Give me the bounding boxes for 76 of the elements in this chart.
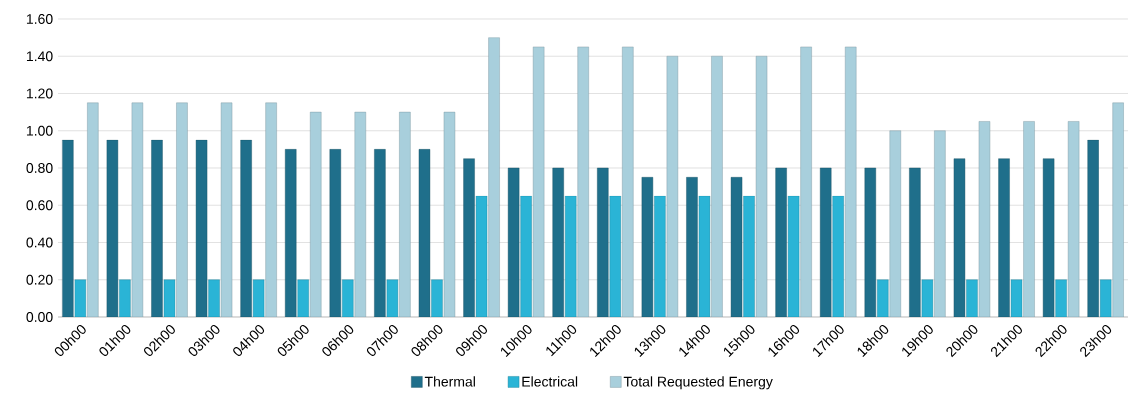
legend-label: Total Requested Energy bbox=[623, 376, 773, 390]
bar bbox=[176, 102, 188, 317]
bar bbox=[443, 111, 456, 317]
bar bbox=[775, 167, 787, 317]
bar bbox=[1112, 102, 1124, 317]
bar bbox=[698, 195, 711, 317]
y-tick-label: 0.20 bbox=[26, 274, 53, 285]
bar bbox=[431, 279, 443, 317]
bar bbox=[755, 56, 768, 317]
bar bbox=[62, 139, 74, 317]
bar bbox=[342, 279, 354, 317]
bar bbox=[845, 46, 857, 317]
bar bbox=[1087, 139, 1099, 317]
bar bbox=[966, 279, 978, 317]
bar bbox=[354, 111, 366, 317]
bar bbox=[909, 167, 921, 317]
bar bbox=[208, 279, 220, 317]
bar bbox=[220, 102, 233, 317]
bar bbox=[265, 102, 277, 317]
y-tick-label: 0.00 bbox=[26, 312, 53, 322]
bar bbox=[285, 149, 297, 317]
bar bbox=[1010, 279, 1023, 317]
bar bbox=[163, 279, 176, 317]
y-tick-label: 0.40 bbox=[26, 237, 53, 248]
bar bbox=[240, 139, 252, 317]
bar bbox=[119, 279, 131, 317]
bar bbox=[552, 167, 564, 317]
bar bbox=[686, 177, 698, 317]
bar bbox=[832, 195, 844, 317]
bar bbox=[463, 158, 475, 317]
y-tick-label: 0.80 bbox=[26, 163, 53, 173]
bar bbox=[622, 46, 634, 317]
bar bbox=[520, 195, 532, 317]
bar bbox=[374, 149, 386, 317]
y-tick-label: 1.00 bbox=[26, 125, 53, 136]
bar bbox=[877, 279, 889, 317]
bar bbox=[577, 46, 589, 317]
bar bbox=[87, 102, 99, 317]
bar bbox=[743, 195, 755, 317]
bar bbox=[864, 167, 876, 317]
bar bbox=[998, 158, 1010, 317]
bar bbox=[921, 279, 934, 317]
bar bbox=[654, 195, 666, 317]
bar bbox=[151, 139, 163, 317]
bar bbox=[386, 279, 399, 317]
y-tick-label: 1.60 bbox=[26, 14, 53, 24]
bar bbox=[475, 195, 488, 317]
legend-label: Thermal bbox=[424, 376, 475, 387]
bar bbox=[399, 111, 411, 317]
bar bbox=[978, 121, 991, 317]
bar bbox=[488, 37, 500, 317]
bar bbox=[787, 195, 800, 317]
bar bbox=[820, 167, 832, 317]
bar bbox=[800, 46, 812, 317]
bar bbox=[532, 46, 545, 317]
bar bbox=[131, 102, 144, 317]
bar bbox=[1067, 121, 1080, 317]
bar bbox=[1055, 279, 1067, 317]
legend-label: Electrical bbox=[522, 376, 578, 387]
bar bbox=[310, 111, 322, 317]
y-tick-label: 1.40 bbox=[26, 51, 53, 62]
bar bbox=[889, 130, 901, 317]
bar bbox=[609, 195, 621, 317]
bar bbox=[1023, 121, 1035, 317]
bar bbox=[1100, 279, 1112, 317]
bar bbox=[934, 130, 946, 317]
bar bbox=[252, 279, 265, 317]
bar bbox=[565, 195, 577, 317]
bar bbox=[597, 167, 609, 317]
y-tick-label: 1.20 bbox=[26, 88, 53, 99]
bar bbox=[297, 279, 309, 317]
bar bbox=[666, 56, 679, 317]
bar bbox=[711, 56, 723, 317]
bar bbox=[74, 279, 87, 317]
bar bbox=[329, 149, 341, 317]
y-tick-label: 0.60 bbox=[26, 200, 53, 211]
